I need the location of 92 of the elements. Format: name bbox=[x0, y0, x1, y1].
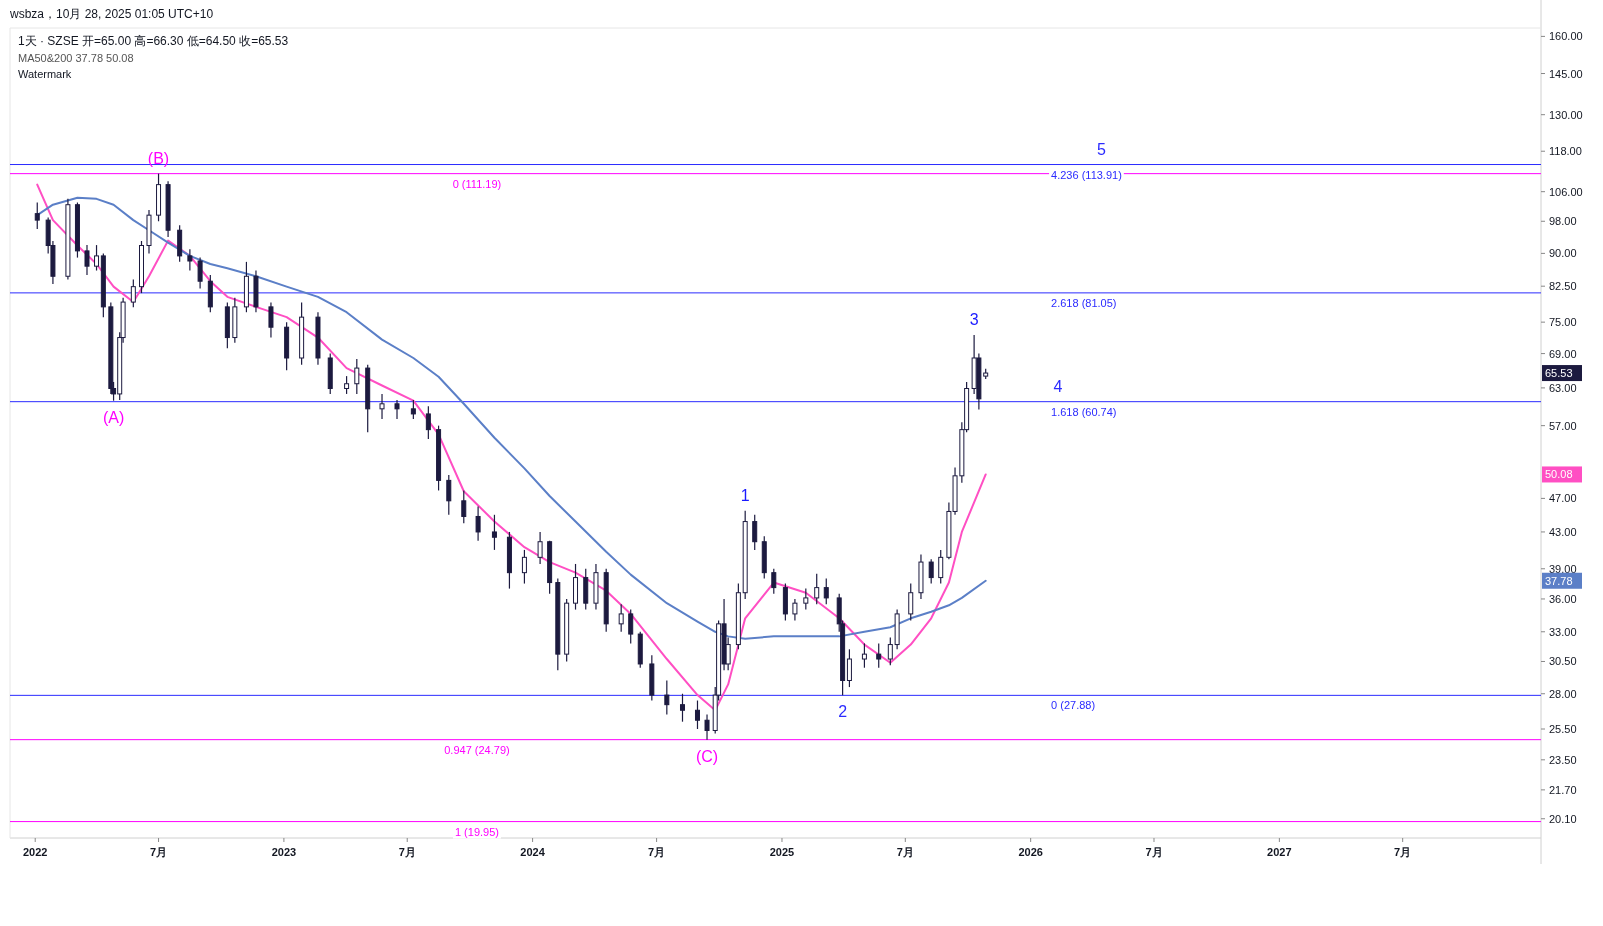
y-tick-label: 36.00 bbox=[1549, 592, 1577, 605]
annotation: 5 bbox=[1097, 140, 1107, 158]
y-tick-label: 33.00 bbox=[1549, 625, 1577, 638]
candlestick bbox=[846, 648, 852, 688]
candlestick bbox=[792, 598, 798, 622]
y-tick-label: 90.00 bbox=[1549, 247, 1577, 260]
candlestick bbox=[823, 577, 829, 605]
candlestick bbox=[379, 393, 385, 420]
candlestick bbox=[628, 608, 634, 644]
y-tick-label: 98.00 bbox=[1549, 215, 1577, 228]
candlestick bbox=[876, 642, 882, 669]
y-tick-label: 106.00 bbox=[1549, 185, 1583, 198]
candlestick bbox=[94, 244, 100, 272]
x-tick-label: 7月 bbox=[648, 846, 666, 858]
candlestick bbox=[928, 558, 934, 585]
annotation: 1 bbox=[740, 486, 750, 504]
candlestick bbox=[354, 358, 360, 395]
annotation: Watermark bbox=[18, 68, 72, 80]
y-tick-label: 145.00 bbox=[1549, 67, 1583, 80]
annotation: 2 bbox=[838, 703, 848, 721]
annotation: 4 bbox=[1053, 377, 1063, 395]
x-tick-label: 2025 bbox=[769, 846, 795, 858]
price-tag: 50.08 bbox=[1542, 466, 1582, 483]
x-tick-label: 7月 bbox=[896, 846, 914, 858]
price-tag: 65.53 bbox=[1542, 365, 1582, 382]
candlestick bbox=[752, 514, 758, 551]
ref-label: 0.947 (24.79) bbox=[442, 742, 512, 757]
y-tick-label: 57.00 bbox=[1549, 419, 1577, 432]
ref-label: 2.618 (81.05) bbox=[1049, 295, 1119, 310]
candlestick bbox=[704, 713, 710, 741]
text: wsbza，10月 28, 2025 01:05 UTC+10 bbox=[9, 7, 214, 21]
ref-label: 0 (27.88) bbox=[1049, 698, 1098, 713]
candlestick bbox=[771, 568, 777, 595]
y-tick-label: 39.00 bbox=[1549, 562, 1577, 575]
x-tick-label: 7月 bbox=[1145, 846, 1163, 858]
candlestick bbox=[84, 244, 90, 276]
y-tick-label: 20.10 bbox=[1549, 812, 1577, 825]
y-tick-label: 30.50 bbox=[1549, 655, 1577, 668]
y-tick-label: 118.00 bbox=[1549, 145, 1582, 158]
candlestick bbox=[694, 699, 700, 730]
y-tick-label: 28.00 bbox=[1549, 687, 1577, 700]
candlestick bbox=[618, 603, 624, 633]
x-tick-label: 2024 bbox=[520, 846, 546, 858]
candlestick bbox=[938, 549, 944, 585]
line-series bbox=[36, 196, 987, 640]
candlestick bbox=[446, 474, 452, 516]
x-tick-label: 2027 bbox=[1267, 846, 1292, 858]
candlestick bbox=[491, 514, 497, 551]
candlestick bbox=[394, 399, 400, 420]
candlestick bbox=[521, 549, 527, 585]
candlestick bbox=[34, 201, 40, 230]
y-tick-label: 21.70 bbox=[1549, 783, 1577, 796]
candlestick bbox=[197, 257, 203, 290]
y-tick-label: 25.50 bbox=[1549, 723, 1577, 736]
candlestick bbox=[410, 399, 416, 420]
y-tick-label: 160.00 bbox=[1549, 30, 1583, 43]
text: MA50&200 37.78 50.08 bbox=[18, 52, 134, 64]
annotation: (B) bbox=[147, 149, 170, 167]
x-tick-label: 2022 bbox=[22, 846, 48, 858]
x-tick-label: 7月 bbox=[398, 846, 416, 858]
y-tick-label: 23.50 bbox=[1549, 753, 1577, 766]
ref-label: 1.618 (60.74) bbox=[1049, 404, 1119, 419]
y-tick-label: 47.00 bbox=[1549, 492, 1577, 505]
candlestick bbox=[680, 693, 685, 723]
x-tick-label: 7月 bbox=[1394, 846, 1412, 858]
candlestick bbox=[908, 582, 914, 622]
annotation: (A) bbox=[102, 408, 125, 426]
candlestick bbox=[803, 588, 809, 611]
price-tag: 37.78 bbox=[1542, 572, 1582, 589]
candlestick bbox=[461, 489, 467, 524]
candlestick bbox=[475, 505, 481, 542]
annotation: 3 bbox=[969, 310, 979, 328]
candlestick bbox=[664, 679, 670, 716]
y-tick-label: 43.00 bbox=[1549, 525, 1577, 538]
y-tick-label: 82.50 bbox=[1549, 280, 1577, 293]
x-tick-label: 2026 bbox=[1018, 846, 1043, 858]
annotation: (C) bbox=[695, 747, 719, 765]
candlestick bbox=[268, 301, 274, 339]
x-tick-label: 2023 bbox=[271, 846, 297, 858]
y-tick-label: 75.00 bbox=[1549, 316, 1577, 329]
x-tick-label: 7月 bbox=[149, 846, 168, 858]
text: 1天 · SZSE 开=65.00 高=66.30 低=64.50 收=65.53 bbox=[18, 34, 289, 48]
y-tick-label: 130.00 bbox=[1549, 108, 1583, 121]
ref-label: 0 (111.19) bbox=[450, 176, 504, 191]
candlestick bbox=[861, 642, 867, 669]
candlestick bbox=[130, 278, 136, 308]
candlestick bbox=[814, 573, 820, 605]
y-tick-label: 69.00 bbox=[1549, 347, 1577, 360]
candlestick bbox=[187, 248, 193, 272]
y-tick-label: 63.00 bbox=[1549, 381, 1577, 394]
candlestick bbox=[425, 405, 431, 440]
candlestick bbox=[537, 531, 543, 565]
